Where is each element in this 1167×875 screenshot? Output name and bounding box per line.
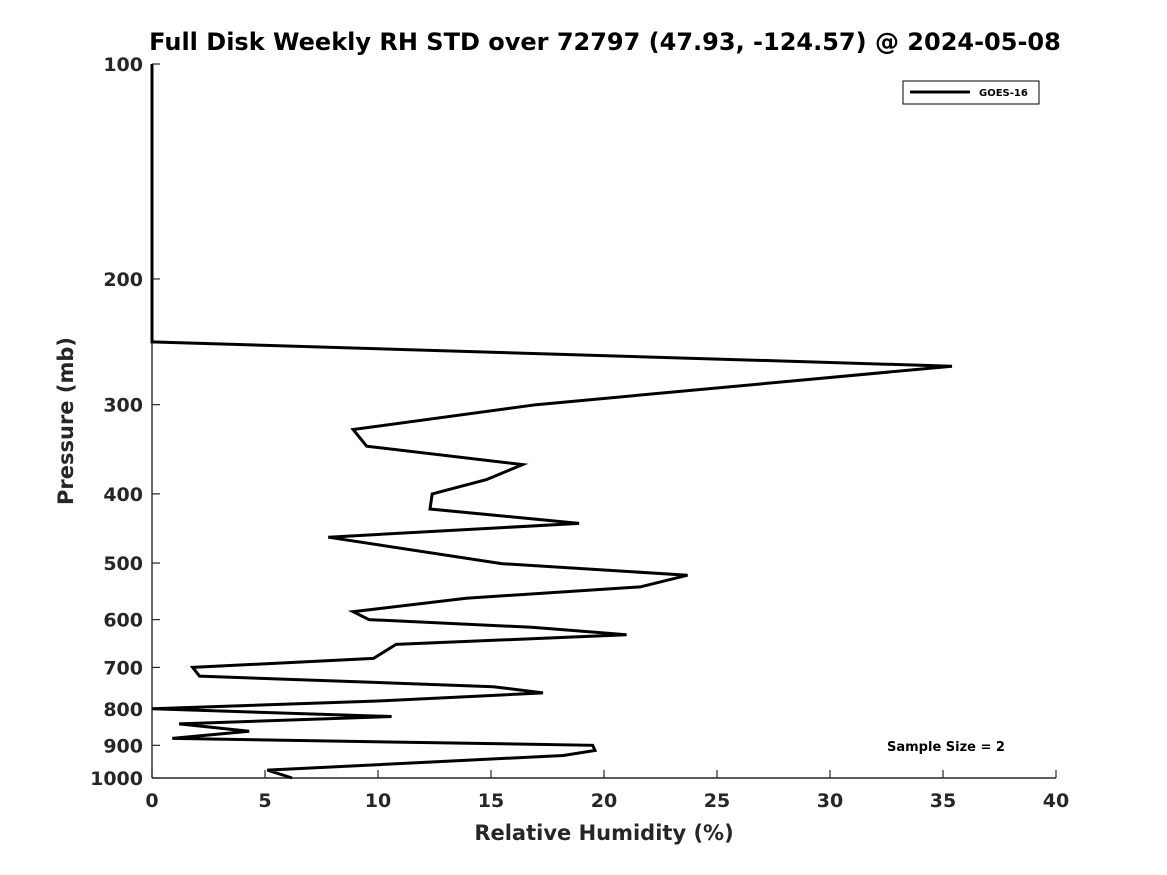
x-tick-label: 20 [591,790,617,812]
y-tick-label: 500 [103,553,143,575]
axes [151,64,1056,779]
x-tick-label: 30 [817,790,843,812]
y-tick-label: 1000 [90,768,143,790]
legend-label-goes-16: GOES-16 [979,88,1028,99]
x-tick-label: 40 [1043,790,1069,812]
y-axis-label: Pressure (mb) [54,337,78,505]
x-axis-label: Relative Humidity (%) [474,821,733,845]
x-tick-label: 5 [258,790,271,812]
y-tick-label: 200 [103,269,143,291]
y-tick-label: 600 [103,610,143,632]
series-line-goes-16 [150,64,953,780]
y-tick-label: 700 [103,657,143,679]
y-tick-label: 300 [103,395,143,417]
legend[interactable]: GOES-16 [902,80,1040,105]
x-tick-label: 25 [704,790,730,812]
x-axis-ticks: 0 5 10 15 20 25 30 35 40 [145,770,1069,812]
y-tick-label: 800 [103,699,143,721]
x-tick-label: 0 [145,790,158,812]
y-axis-ticks: 100 200 300 400 500 600 700 800 900 1000 [90,54,160,790]
y-tick-label: 100 [103,54,143,76]
x-tick-label: 35 [930,790,956,812]
y-tick-label: 400 [103,484,143,506]
y-tick-label: 900 [103,735,143,757]
x-tick-label: 15 [478,790,504,812]
legend-box [902,80,1040,105]
x-tick-label: 10 [365,790,391,812]
sample-size-annotation: Sample Size = 2 [887,740,1005,755]
chart-title: Full Disk Weekly RH STD over 72797 (47.9… [149,28,1061,56]
